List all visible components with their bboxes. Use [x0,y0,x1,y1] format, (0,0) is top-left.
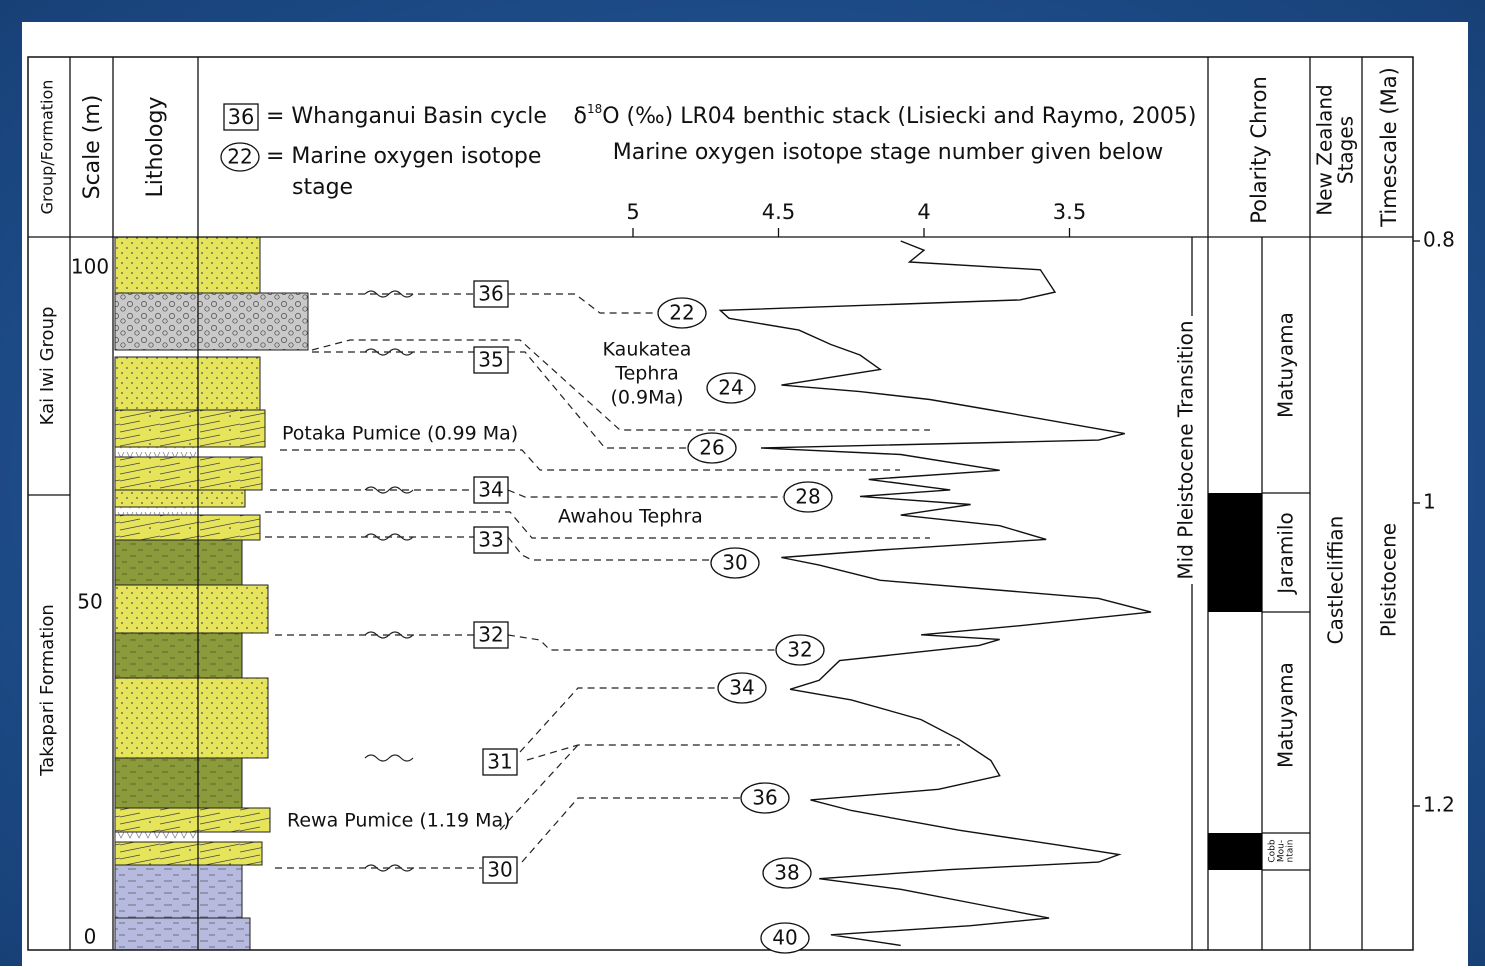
header: Timescale (Ma) [1377,67,1401,228]
chron-label: Matuyama [1274,662,1298,768]
axis-title-part: δ [573,104,586,129]
axis-subtitle: Marine oxygen isotope stage number given… [613,140,1164,165]
lithology-bed [115,447,198,457]
header: Group/Formation [38,80,57,215]
polarity-normal [1208,833,1262,870]
cycle-label: 33 [478,528,503,552]
stage-label: 34 [729,676,754,700]
cycle-label: 30 [487,858,512,882]
epoch-name: Pleistocene [1377,523,1401,637]
lithology-bed [115,633,242,678]
lithology-bed [115,918,250,950]
lithology-bed [115,842,262,865]
stage-label: 32 [787,638,812,662]
lithology-bed [115,585,268,633]
cycle-label: 32 [478,623,503,647]
cycle-label: 35 [478,348,503,372]
lithology-bed [115,410,265,447]
lithology-bed [115,678,268,758]
scale-tick-label: 0 [84,925,97,949]
lithology-bed [115,865,242,918]
time-tick-label: 1.2 [1423,793,1455,817]
stage-name: Castlecliffian [1324,516,1348,645]
header: Scale (m) [80,95,105,200]
lithology-bed [115,515,260,540]
axis-title-part: 18 [587,102,602,116]
stage-label: 26 [699,436,724,460]
group-label: Kai Iwi Group [37,307,58,426]
annotation: Rewa Pumice (1.19 Ma) [287,810,511,832]
time-tick-label: 0.8 [1423,228,1455,252]
axis-title: δ18O (‰) LR04 benthic stack (Lisiecki an… [573,102,1196,130]
figure: Group/Formation Scale (m) Lithology Polarit… [0,0,1485,966]
lithology-bed [115,357,260,410]
header: Polarity Chron [1247,76,1271,224]
legend-text: = Whanganui Basin cycle [266,104,547,129]
annotation: Kaukatea [603,339,692,361]
chron-label: Jaramilo [1274,512,1298,595]
lithology-bed [115,490,245,507]
figure-body: Group/Formation Scale (m) Lithology Polarit… [0,0,1485,966]
lithology-bed [115,808,270,832]
annotation: (0.9Ma) [610,387,683,409]
lithology-bed [115,293,308,350]
annotation: Tephra [614,363,679,385]
annotation: Potaka Pumice (0.99 Ma) [282,423,518,445]
lithology-bed [115,507,198,515]
polarity-normal [1208,493,1262,612]
legend-text: = Marine oxygen isotope [266,144,541,169]
stage-label: 38 [774,861,799,885]
annotation: Awahou Tephra [558,506,703,528]
x-tick-label: 3.5 [1053,200,1086,224]
scale-tick-label: 100 [71,255,109,279]
lithology-bed [115,832,198,842]
time-tick-label: 1 [1423,490,1436,514]
group-label: Takapari Formation [37,604,58,777]
stage-label: 36 [752,786,777,810]
x-tick-label: 4 [917,200,930,224]
header: Lithology [143,97,168,198]
legend-symbol: 22 [227,145,252,169]
chron-label: Matuyama [1274,312,1298,418]
cycle-label: 31 [487,750,512,774]
lithology-bed [115,457,262,490]
legend-text: stage [292,175,353,200]
cycle-label: 34 [478,478,503,502]
cycle-label: 36 [478,282,503,306]
scale-tick-label: 50 [77,590,102,614]
annotation: Mid Pleistocene Transition [1174,320,1198,579]
legend-symbol: 36 [228,105,255,129]
page: Group/Formation Scale (m) Lithology Polarit… [0,0,1485,966]
stage-label: 28 [795,485,820,509]
chron-label: ntain [1286,840,1296,863]
x-tick-label: 4.5 [762,200,795,224]
lithology-bed [115,237,260,293]
lithology-bed [115,540,242,585]
stage-label: 30 [722,551,747,575]
x-tick-label: 5 [626,200,639,224]
stage-label: 22 [669,301,694,325]
axis-title-part: O (‰) LR04 benthic stack (Lisiecki and R… [602,104,1196,129]
header: Stages [1334,116,1358,184]
stage-label: 40 [772,926,797,950]
lithology-bed [115,758,242,808]
stage-label: 24 [718,376,743,400]
